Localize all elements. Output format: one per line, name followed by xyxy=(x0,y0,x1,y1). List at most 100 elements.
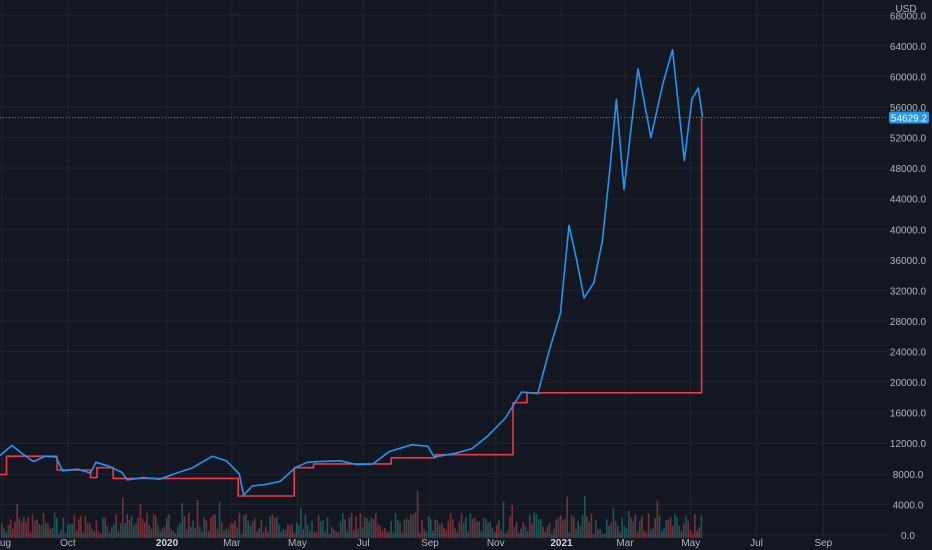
volume-bar xyxy=(135,523,137,538)
volume-bar xyxy=(179,523,181,538)
volume-bar xyxy=(183,516,186,538)
volume-bar xyxy=(20,521,23,538)
volume-bar xyxy=(216,528,219,538)
series-lines xyxy=(0,48,704,497)
volume-bar xyxy=(647,513,650,538)
volume-bar xyxy=(177,526,179,538)
volume-bar xyxy=(430,519,432,538)
volume-bar xyxy=(267,531,269,538)
volume-bar xyxy=(144,522,146,538)
volume-bar xyxy=(636,532,639,538)
volume-bar xyxy=(157,524,159,538)
volume-bar xyxy=(489,521,491,538)
volume-bar xyxy=(570,514,573,538)
volume-bar xyxy=(82,532,84,538)
volume-bar xyxy=(289,525,291,538)
volume-bar xyxy=(174,533,177,538)
volume-bar xyxy=(89,523,91,538)
volume-bar xyxy=(108,532,111,538)
volume-bar xyxy=(247,520,249,538)
x-tick-label: Nov xyxy=(487,538,505,549)
volume-bar xyxy=(700,515,703,538)
volume-bar xyxy=(320,521,322,538)
volume-bar xyxy=(91,528,93,538)
volume-bar xyxy=(388,532,390,538)
volume-bar xyxy=(51,528,54,538)
volume-bar xyxy=(381,530,384,538)
y-tick-label: 24000.0 xyxy=(890,348,927,359)
volume-bar xyxy=(476,521,478,538)
volume-bar xyxy=(302,529,304,538)
y-tick-label: 52000.0 xyxy=(890,134,927,145)
volume-bar xyxy=(150,528,153,538)
volume-bar xyxy=(361,527,364,538)
volume-bar xyxy=(245,513,247,538)
volume-bar xyxy=(170,529,172,538)
volume-bar xyxy=(69,524,71,538)
volume-bar xyxy=(16,503,18,538)
volume-bar xyxy=(467,531,469,538)
volume-bar xyxy=(64,533,67,538)
volume-bar xyxy=(258,528,260,538)
volume-bar xyxy=(656,500,659,538)
y-tick-label: 4000.0 xyxy=(893,500,924,511)
volume-bar xyxy=(205,520,208,538)
volume-bar xyxy=(168,514,170,538)
volume-bar xyxy=(47,524,49,538)
volume-bar xyxy=(278,524,280,538)
volume-bar xyxy=(606,519,608,538)
volume-bar xyxy=(84,515,87,538)
volume-bar xyxy=(80,515,82,538)
volume-bar xyxy=(192,520,194,538)
volume-bar xyxy=(654,518,656,538)
volume-bar xyxy=(337,532,340,538)
volume-bar xyxy=(225,528,227,538)
volume-bar xyxy=(419,532,421,538)
volume-bar xyxy=(458,521,461,538)
volume-bar xyxy=(25,522,27,538)
volume-bar xyxy=(40,524,43,538)
volume-bar xyxy=(315,532,318,538)
volume-bar xyxy=(256,531,258,538)
volume-bar xyxy=(313,532,315,538)
volume-bar xyxy=(548,522,551,538)
volume-bar xyxy=(309,530,311,538)
volume-bar xyxy=(511,504,513,538)
volume-bar xyxy=(5,532,7,538)
x-tick-label: 2020 xyxy=(156,538,179,549)
volume-bar xyxy=(537,519,540,538)
volume-bar xyxy=(518,533,520,538)
volume-bar xyxy=(78,519,80,538)
volume-bar xyxy=(218,501,221,538)
y-tick-label: 12000.0 xyxy=(890,439,927,450)
volume-bar xyxy=(38,524,40,538)
volume-bar xyxy=(119,523,122,538)
y-tick-label: 64000.0 xyxy=(890,42,927,53)
volume-bar xyxy=(482,518,485,538)
x-tick-label: May xyxy=(681,538,700,549)
volume-bar xyxy=(573,516,575,538)
volume-bar xyxy=(155,515,157,538)
volume-bar xyxy=(232,523,234,538)
volume-bar xyxy=(262,532,265,538)
volume-bar xyxy=(529,514,531,538)
x-tick-label: Jul xyxy=(357,538,370,549)
x-tick-label: Sep xyxy=(814,538,832,549)
volume-bar xyxy=(300,508,302,538)
volume-bar xyxy=(575,529,577,538)
volume-bar xyxy=(628,511,630,538)
volume-bar xyxy=(188,512,190,538)
volume-bar xyxy=(408,519,410,538)
volume-bar xyxy=(342,513,344,538)
volume-bar xyxy=(201,531,203,538)
volume-bar xyxy=(590,513,593,538)
volume-bar xyxy=(460,513,463,538)
volume-bar xyxy=(214,514,216,538)
volume-bar xyxy=(577,520,579,538)
volume-bar xyxy=(652,528,654,538)
volume-bar xyxy=(124,523,126,538)
volume-bar xyxy=(588,522,590,538)
volume-bar xyxy=(438,524,441,538)
volume-bar xyxy=(331,527,333,538)
